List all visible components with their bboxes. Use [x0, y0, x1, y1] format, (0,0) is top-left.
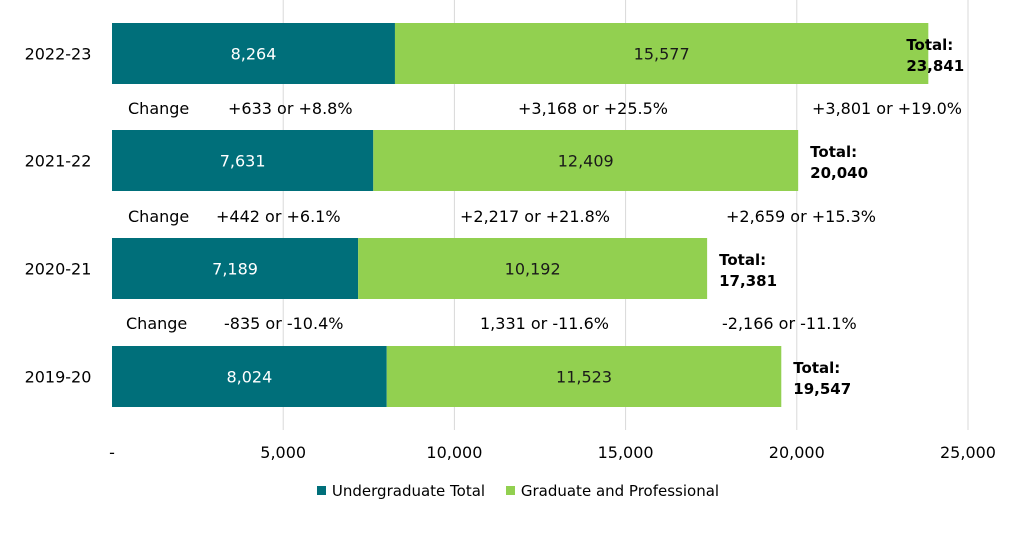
change-graduate: 1,331 or -11.6%: [480, 314, 609, 333]
bar-data-label: 12,409: [558, 152, 614, 171]
x-tick-label: 25,000: [940, 443, 996, 462]
bar-undergraduate: [112, 23, 395, 84]
legend-swatch-undergraduate: [316, 486, 326, 495]
bar-undergraduate: [112, 346, 387, 407]
y-category-label: 2020-21: [25, 260, 92, 279]
x-tick-label: 10,000: [426, 443, 482, 462]
y-category-label: 2022-23: [25, 45, 92, 64]
bar-data-label: 11,523: [556, 368, 612, 387]
change-total: +3,801 or +19.0%: [812, 99, 962, 118]
total-value: 17,381: [719, 272, 777, 290]
bar-data-label: 7,631: [220, 152, 266, 171]
legend: Undergraduate Total Graduate and Profess…: [0, 481, 1036, 500]
total-label: Total:: [793, 359, 840, 377]
bar-data-label: 7,189: [212, 260, 258, 279]
x-tick-label: 20,000: [769, 443, 825, 462]
total-value: 20,040: [810, 164, 868, 182]
legend-item-undergraduate: Undergraduate Total: [316, 481, 486, 500]
change-undergraduate: +442 or +6.1%: [216, 207, 341, 226]
bar-graduate: [373, 130, 799, 191]
total-value: 19,547: [793, 380, 851, 398]
bar-data-label: 8,024: [226, 368, 272, 387]
change-undergraduate: -835 or -10.4%: [224, 314, 343, 333]
bar-graduate: [386, 346, 782, 407]
bar-undergraduate: [112, 130, 374, 191]
legend-item-graduate: Graduate and Professional: [505, 481, 720, 500]
change-undergraduate: +633 or +8.8%: [228, 99, 353, 118]
x-tick-label: 15,000: [598, 443, 654, 462]
total-label: Total:: [810, 143, 857, 161]
y-category-label: 2019-20: [25, 368, 92, 387]
change-label: Change: [126, 314, 187, 333]
change-graduate: +3,168 or +25.5%: [518, 99, 668, 118]
bar-undergraduate: [112, 238, 359, 299]
change-total: +2,659 or +15.3%: [726, 207, 876, 226]
total-value: 23,841: [906, 57, 964, 75]
change-total: -2,166 or -11.1%: [722, 314, 857, 333]
legend-swatch-graduate: [505, 486, 515, 495]
y-category-label: 2021-22: [25, 152, 92, 171]
change-graduate: +2,217 or +21.8%: [460, 207, 610, 226]
total-label: Total:: [906, 36, 953, 54]
legend-label-undergraduate: Undergraduate Total: [331, 481, 486, 500]
total-label: Total:: [719, 251, 766, 269]
bar-data-label: 10,192: [505, 260, 561, 279]
bar-graduate: [358, 238, 708, 299]
bar-data-label: 15,577: [634, 45, 690, 64]
x-tick-label: -: [109, 443, 115, 462]
legend-label-graduate: Graduate and Professional: [520, 481, 720, 500]
change-label: Change: [128, 207, 189, 226]
bar-data-label: 8,264: [231, 45, 277, 64]
change-label: Change: [128, 99, 189, 118]
x-tick-label: 5,000: [260, 443, 306, 462]
bar-graduate: [394, 23, 929, 84]
